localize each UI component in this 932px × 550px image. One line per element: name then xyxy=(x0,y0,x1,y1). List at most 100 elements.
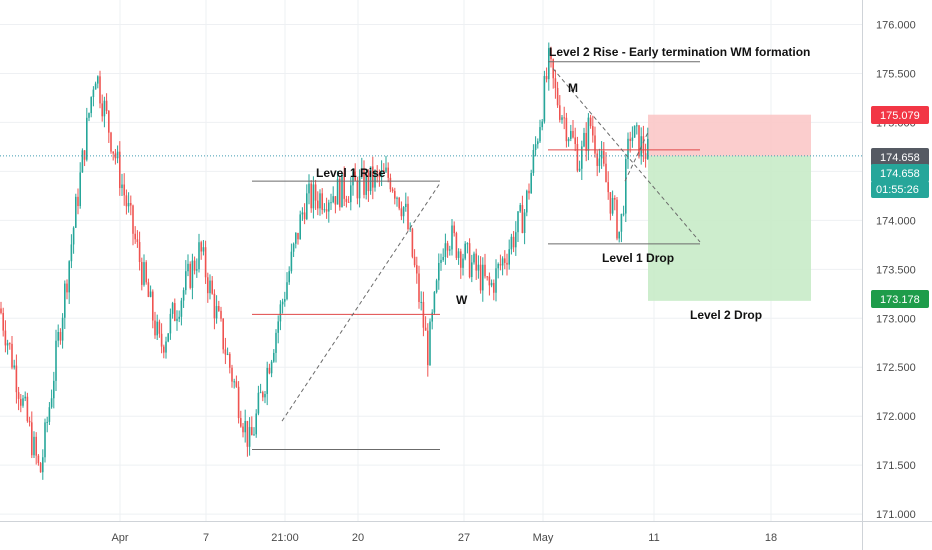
candle-body xyxy=(374,171,376,188)
candle-body xyxy=(618,231,620,239)
candle-body xyxy=(218,306,220,311)
candle-body xyxy=(548,48,550,80)
candle-body xyxy=(88,113,90,118)
candle-body xyxy=(281,301,284,305)
candle-body xyxy=(306,193,308,220)
candle-body xyxy=(420,301,422,303)
candle-body xyxy=(343,173,345,199)
candle-body xyxy=(323,209,326,211)
candle-body xyxy=(299,214,301,240)
candle-body xyxy=(160,333,163,347)
candle-body xyxy=(455,233,458,258)
candle-body xyxy=(79,172,81,207)
candle-body xyxy=(611,198,614,214)
candle-body xyxy=(427,330,429,366)
candle-body xyxy=(488,276,491,286)
candle-body xyxy=(211,280,213,294)
time-axis[interactable]: Apr 7 21:00 20 27 May 11 18 xyxy=(111,532,777,544)
candle-body xyxy=(585,132,587,151)
candle-body xyxy=(620,213,623,232)
candle-body xyxy=(433,292,436,313)
level-1-rise-label: Level 1 Rise xyxy=(316,166,386,180)
candle-body xyxy=(97,76,99,84)
candle-body xyxy=(367,172,370,192)
candle-body xyxy=(638,125,640,157)
candle-body xyxy=(237,386,240,419)
candle-body xyxy=(576,144,579,171)
candle-body xyxy=(541,121,543,128)
price-tick-label: 175.500 xyxy=(876,68,916,80)
candle-body xyxy=(358,176,361,199)
candle-body xyxy=(633,125,636,138)
time-tick-label: 11 xyxy=(648,532,659,544)
candle-body xyxy=(636,125,638,127)
candle-body xyxy=(231,367,233,382)
candle-body xyxy=(222,318,224,350)
candle-body xyxy=(317,200,319,209)
candle-body xyxy=(389,177,392,190)
candle-body xyxy=(385,167,387,172)
candle-body xyxy=(193,260,196,271)
level-2-drop-label: Level 2 Drop xyxy=(690,308,762,322)
candle-body xyxy=(411,228,414,257)
candle-body xyxy=(134,233,136,240)
candle-body xyxy=(556,87,559,106)
candle-body xyxy=(105,100,108,111)
candle-body xyxy=(99,76,101,104)
candle-body xyxy=(255,413,257,435)
candle-body xyxy=(121,184,123,189)
candle-body xyxy=(28,420,31,423)
price-tick-label: 174.000 xyxy=(876,215,916,227)
candle-body xyxy=(453,225,455,234)
candle-body xyxy=(356,180,359,199)
candle-body xyxy=(598,158,601,166)
candle-body xyxy=(484,264,486,277)
stop-loss-zone xyxy=(648,114,811,156)
candle-body xyxy=(314,184,317,201)
candle-body xyxy=(119,151,121,189)
candle-body xyxy=(37,455,40,464)
candle-body xyxy=(365,172,367,195)
price-tick-label: 171.500 xyxy=(876,460,916,472)
candle-body xyxy=(424,327,427,331)
candle-body xyxy=(147,282,150,297)
time-tick-label: 21:00 xyxy=(271,532,299,544)
candle-body xyxy=(308,183,310,194)
candle-body xyxy=(77,196,79,207)
candle-body xyxy=(112,151,114,154)
candle-body xyxy=(589,117,592,127)
candle-body xyxy=(352,171,354,186)
candle-body xyxy=(429,321,431,366)
countdown-text: 01:55:26 xyxy=(876,184,919,196)
price-axis[interactable]: 176.000175.500175.000174.500174.000173.5… xyxy=(876,19,916,521)
target-price-tag: 173.178 xyxy=(871,290,929,308)
level-1-drop-label: Level 1 Drop xyxy=(602,251,674,265)
candle-body xyxy=(72,227,75,245)
candle-body xyxy=(394,191,396,199)
candle-body xyxy=(642,136,645,154)
candle-body xyxy=(325,209,328,212)
candle-body xyxy=(103,100,106,117)
candle-body xyxy=(347,201,350,203)
candle-body xyxy=(594,135,596,154)
candle-body xyxy=(180,300,183,317)
candle-body xyxy=(187,263,189,272)
candle-body xyxy=(336,178,339,205)
candle-body xyxy=(33,436,35,456)
candle-body xyxy=(275,332,277,353)
candle-body xyxy=(55,340,57,381)
candle-body xyxy=(627,138,629,159)
candle-body xyxy=(149,291,152,297)
candle-body xyxy=(380,170,383,178)
candle-body xyxy=(354,171,356,181)
candle-body xyxy=(383,170,385,172)
time-tick-label: 20 xyxy=(352,532,364,544)
candle-body xyxy=(629,138,631,141)
candle-body xyxy=(229,353,231,368)
price-tick-label: 176.000 xyxy=(876,19,916,31)
candle-body xyxy=(609,192,612,214)
drawings[interactable] xyxy=(0,61,862,451)
candle-body xyxy=(539,127,541,142)
